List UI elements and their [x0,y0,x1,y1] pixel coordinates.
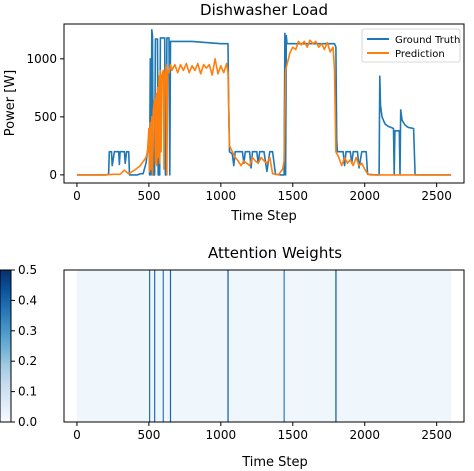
chart1-y-label: Power [W] [3,70,18,136]
colorbar: 0.0 0.1 0.2 0.3 0.4 0.5 [0,263,37,429]
dishwasher-load-chart: Dishwasher Load 0 500 1000 1500 2000 2500 0 50… [3,1,465,224]
x-tick-label: 500 [137,189,160,203]
x-tick-label: 0 [73,189,81,203]
attention-spike [227,270,229,422]
chart1-axes-frame [63,23,465,184]
x-tick-label: 0 [73,428,81,442]
x-tick-label: 500 [137,428,160,442]
colorbar-tick-label: 0.2 [18,354,37,368]
chart2-axes-frame [63,269,465,423]
legend-ground-truth-label: Ground Truth [395,35,460,46]
attention-spike [154,270,156,422]
attention-spike [162,270,164,422]
x-tick-label: 1500 [278,189,309,203]
colorbar-tick-label: 0.4 [18,293,37,307]
colorbar-tick-label: 0.5 [18,263,37,277]
legend-prediction-label: Prediction [395,49,445,60]
series-line-ground-truth [76,29,452,176]
x-tick-label: 1500 [278,428,309,442]
attention-spike [149,270,151,422]
chart1-series-layer [76,29,452,176]
attention-spike [335,270,337,422]
x-tick-label: 2000 [349,189,380,203]
chart1-x-ticks: 0 500 1000 1500 2000 2500 [73,183,452,203]
colorbar-tick-label: 0.3 [18,324,37,338]
attention-background-band [76,270,452,422]
y-tick-label: 500 [34,110,57,124]
chart2-x-ticks: 0 500 1000 1500 2000 2500 [73,422,452,442]
chart2-heatmap-layer [76,270,452,422]
series-line-prediction [76,39,452,176]
colorbar-gradient [0,270,11,422]
x-tick-label: 1000 [206,189,237,203]
colorbar-ticks: 0.0 0.1 0.2 0.3 0.4 0.5 [11,263,37,429]
colorbar-tick-label: 0.1 [18,385,37,399]
chart2-x-label: Time Step [241,455,308,470]
y-tick-label: 1000 [26,52,57,66]
x-tick-label: 2000 [349,428,380,442]
chart1-x-label: Time Step [230,209,297,224]
attention-spike [169,270,172,422]
attention-weights-chart: Attention Weights 0 500 1000 1500 2000 2500 T… [0,244,465,470]
chart1-title: Dishwasher Load [200,1,328,19]
attention-spike [283,270,285,422]
x-tick-label: 2500 [421,428,452,442]
y-tick-label: 0 [49,168,57,182]
chart2-title: Attention Weights [208,244,342,262]
colorbar-frame [0,269,12,423]
colorbar-tick-label: 0.0 [18,415,37,429]
chart1-legend: Ground Truth Prediction [361,28,461,63]
chart1-y-ticks: 0 500 1000 [26,52,64,182]
x-tick-label: 2500 [421,189,452,203]
x-tick-label: 1000 [206,428,237,442]
